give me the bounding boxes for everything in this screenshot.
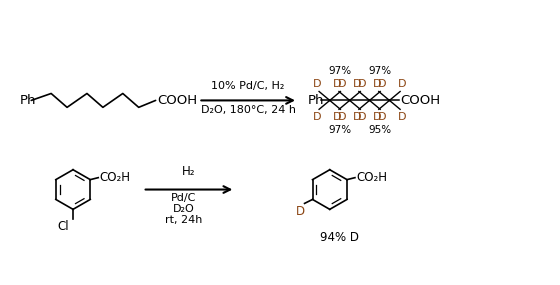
Text: H₂: H₂ [182, 165, 195, 178]
Text: D: D [338, 79, 347, 89]
Text: D: D [353, 79, 361, 89]
Text: 10% Pd/C, H₂: 10% Pd/C, H₂ [212, 80, 285, 91]
Text: D: D [313, 79, 321, 89]
Text: Ph: Ph [19, 94, 36, 107]
Text: D: D [378, 79, 386, 89]
Text: Cl: Cl [57, 220, 69, 233]
Text: D: D [358, 112, 367, 122]
Text: 97%: 97% [328, 125, 351, 135]
Text: CO₂H: CO₂H [99, 171, 130, 184]
Text: COOH: COOH [157, 94, 198, 107]
Text: 94% D: 94% D [320, 231, 359, 244]
Text: Pd/C: Pd/C [171, 194, 197, 203]
Text: D: D [358, 79, 367, 89]
Text: COOH: COOH [400, 94, 441, 107]
Text: Ph: Ph [308, 94, 324, 107]
Text: D: D [372, 112, 381, 122]
Text: 97%: 97% [368, 66, 391, 76]
Text: 97%: 97% [328, 66, 351, 76]
Text: D₂O, 180°C, 24 h: D₂O, 180°C, 24 h [200, 105, 296, 115]
Text: D: D [296, 205, 305, 218]
Text: D: D [398, 79, 407, 89]
Text: D: D [398, 112, 407, 122]
Text: D: D [333, 112, 341, 122]
Text: rt, 24h: rt, 24h [165, 215, 203, 225]
Text: D: D [372, 79, 381, 89]
Text: D: D [333, 79, 341, 89]
Text: D: D [378, 112, 386, 122]
Text: D: D [313, 112, 321, 122]
Text: D: D [353, 112, 361, 122]
Text: D: D [338, 112, 347, 122]
Text: D₂O: D₂O [173, 204, 195, 214]
Text: CO₂H: CO₂H [356, 171, 387, 184]
Text: 95%: 95% [368, 125, 391, 135]
